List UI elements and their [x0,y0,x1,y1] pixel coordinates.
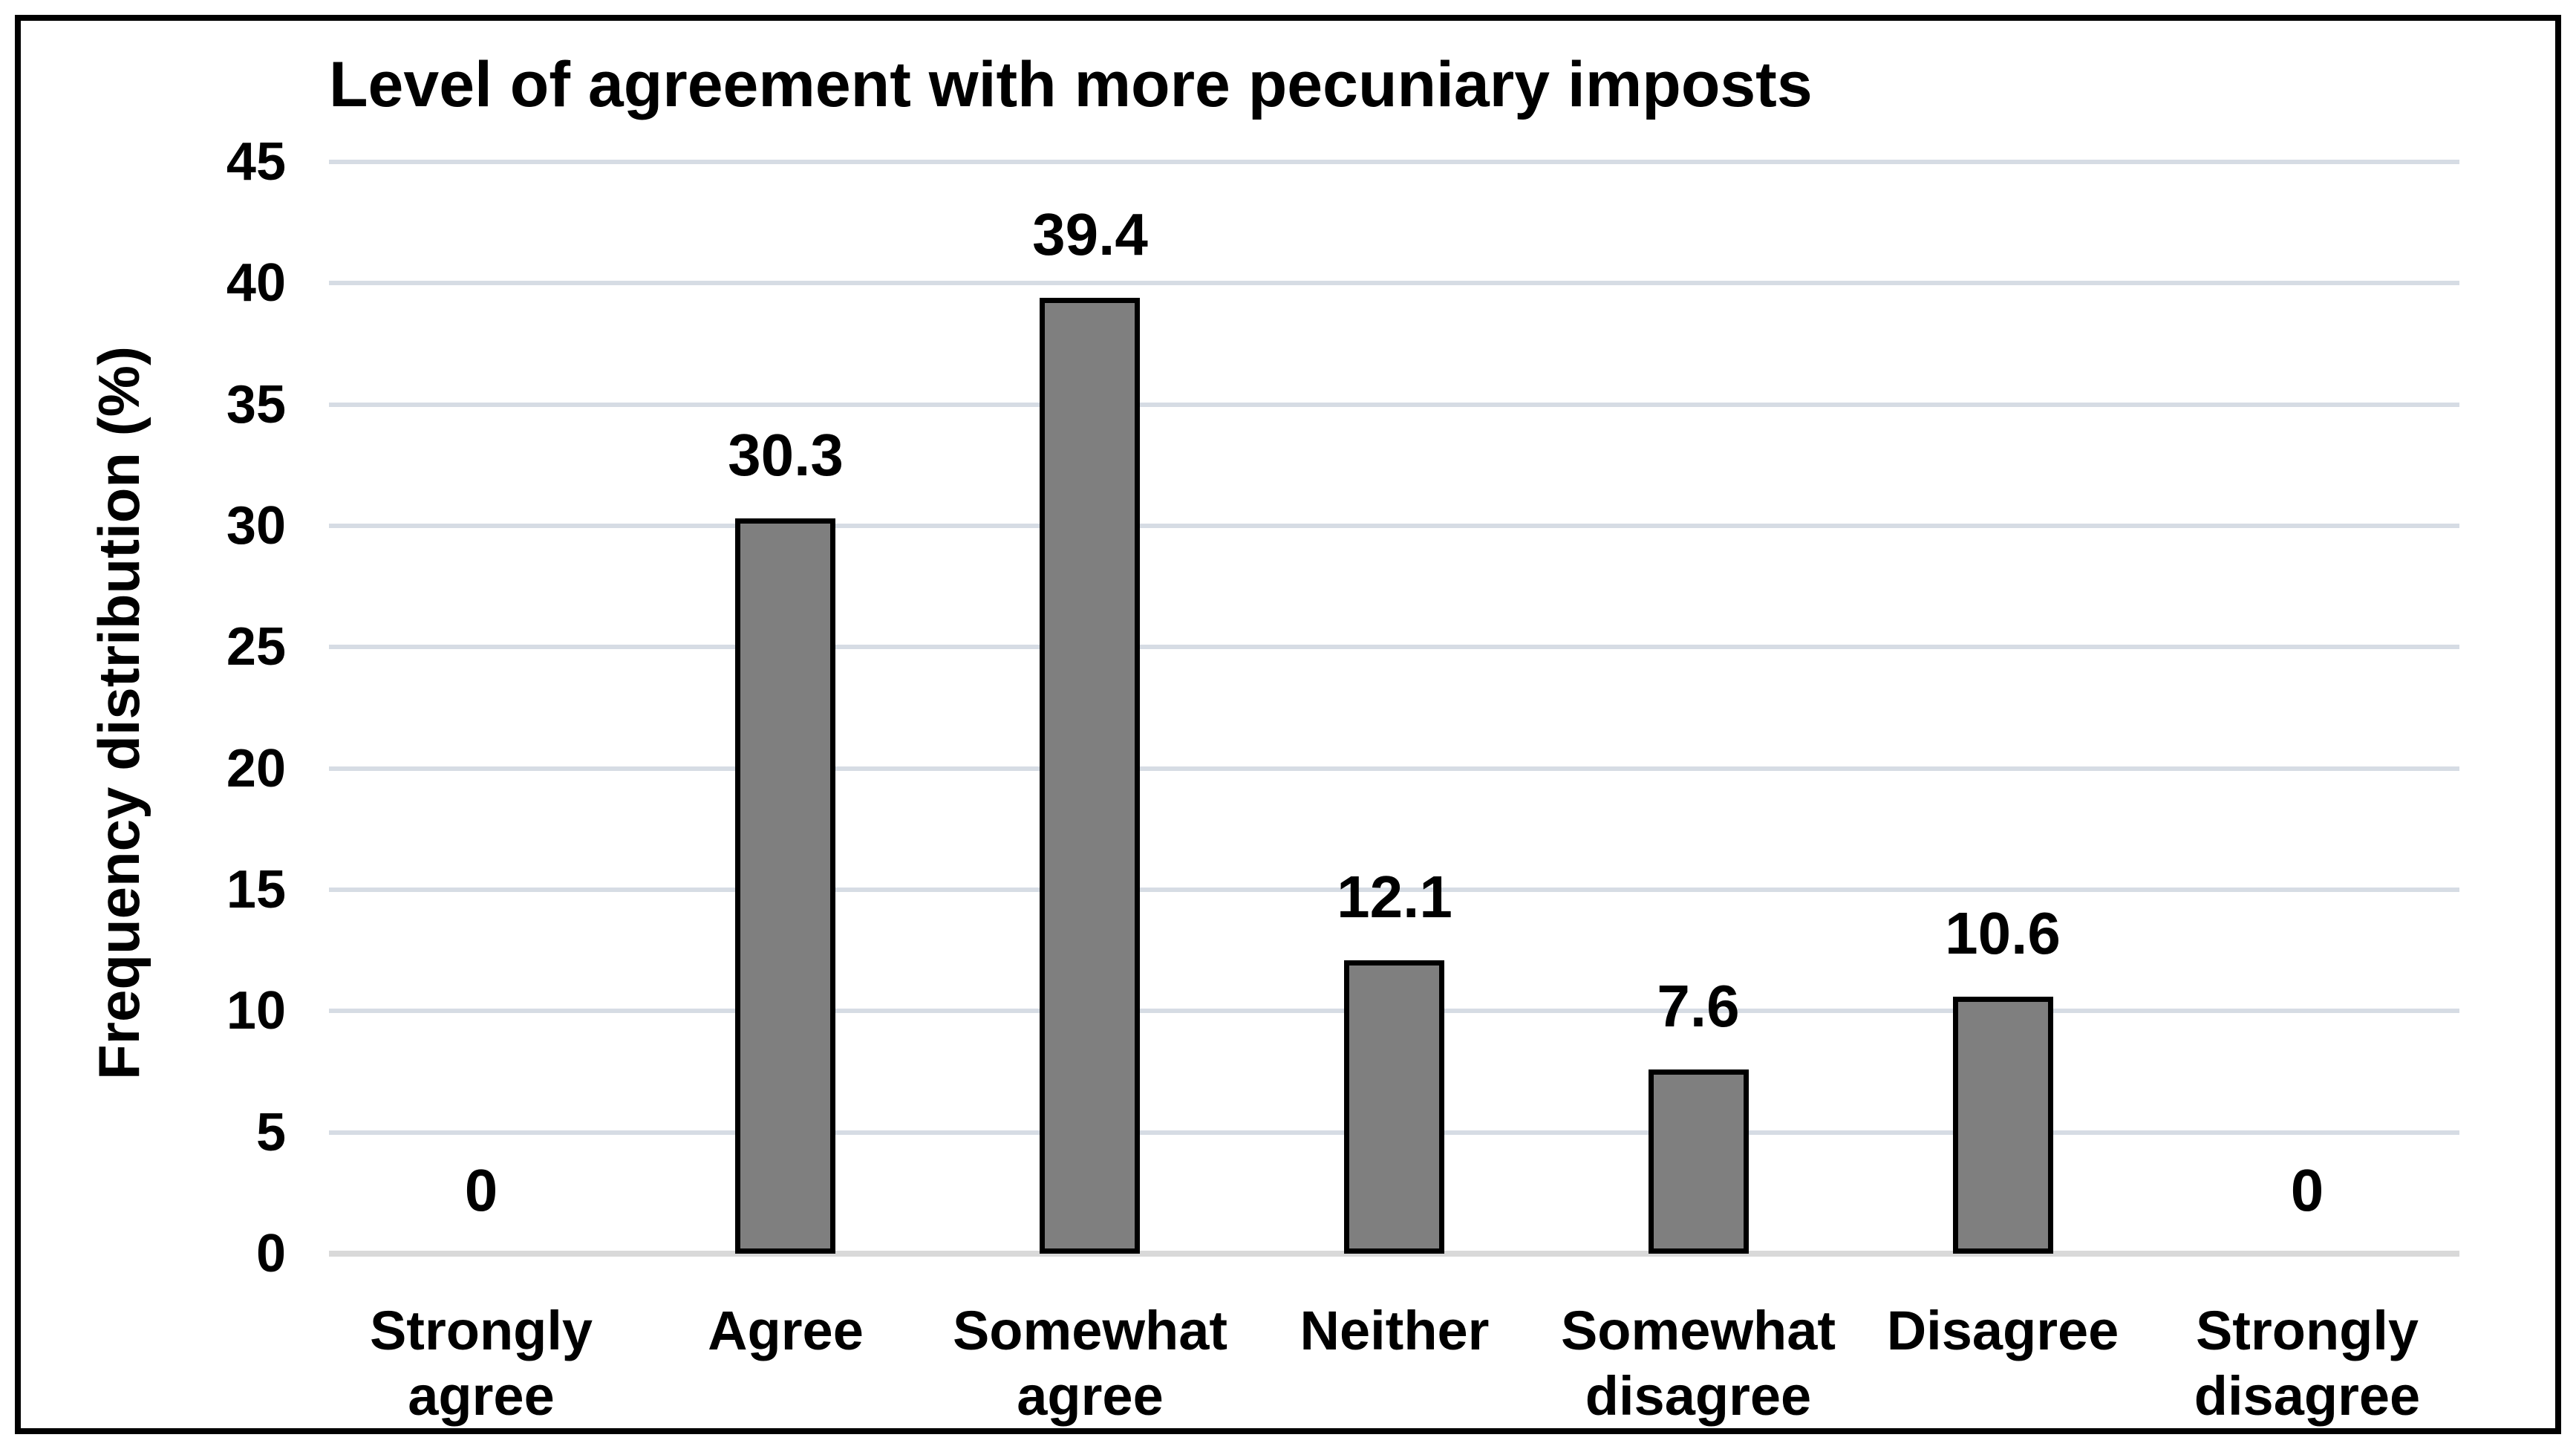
y-tick-label-45: 45 [226,132,286,192]
y-tick-label-35: 35 [226,374,286,434]
chart-outer-border [15,15,2561,1434]
x-axis-baseline [329,1251,2459,1257]
gridline-15 [329,888,2459,892]
data-label-strongly-agree: 0 [464,1157,498,1223]
data-label-somewhat-disagree: 7.6 [1657,973,1740,1039]
gridline-30 [329,524,2459,528]
gridline-20 [329,766,2459,771]
bar-somewhat-agree [1040,298,1140,1254]
gridline-25 [329,645,2459,650]
x-label-agree: Agree [708,1300,864,1361]
x-label-strongly-agree: Strongly agree [369,1300,593,1427]
x-label-strongly-disagree: Strongly disagree [2194,1300,2421,1427]
y-tick-label-5: 5 [255,1102,286,1162]
bar-disagree [1953,997,2053,1254]
y-tick-label-10: 10 [226,981,286,1041]
y-tick-label-40: 40 [226,253,286,313]
x-label-disagree: Disagree [1886,1300,2119,1361]
data-label-strongly-disagree: 0 [2290,1157,2324,1223]
y-tick-label-30: 30 [226,496,286,556]
gridline-35 [329,402,2459,407]
data-label-somewhat-agree: 39.4 [1032,201,1148,267]
data-label-disagree: 10.6 [1945,900,2061,966]
chart-title: Level of agreement with more pecuniary i… [329,49,1813,120]
bar-neither [1344,960,1444,1254]
x-axis-category-labels: Strongly agree Agree Somewhat agree Neither… [329,1298,2459,1439]
x-label-somewhat-disagree: Somewhat disagree [1560,1300,1836,1427]
gridline-40 [329,281,2459,286]
x-label-neither: Neither [1300,1300,1490,1361]
y-tick-label-25: 25 [226,617,286,677]
bar-agree [735,518,835,1254]
gridline-45 [329,160,2459,164]
x-label-somewhat-agree: Somewhat agree [952,1300,1228,1427]
plot-area: 0 30.3 39.4 12.1 7.6 10.6 0 [329,160,2459,1257]
data-label-neither: 12.1 [1337,864,1452,930]
bar-somewhat-disagree [1649,1069,1749,1254]
data-label-agree: 30.3 [728,422,844,488]
y-tick-label-0: 0 [255,1224,286,1283]
y-tick-label-15: 15 [226,860,286,919]
y-tick-label-20: 20 [226,738,286,798]
